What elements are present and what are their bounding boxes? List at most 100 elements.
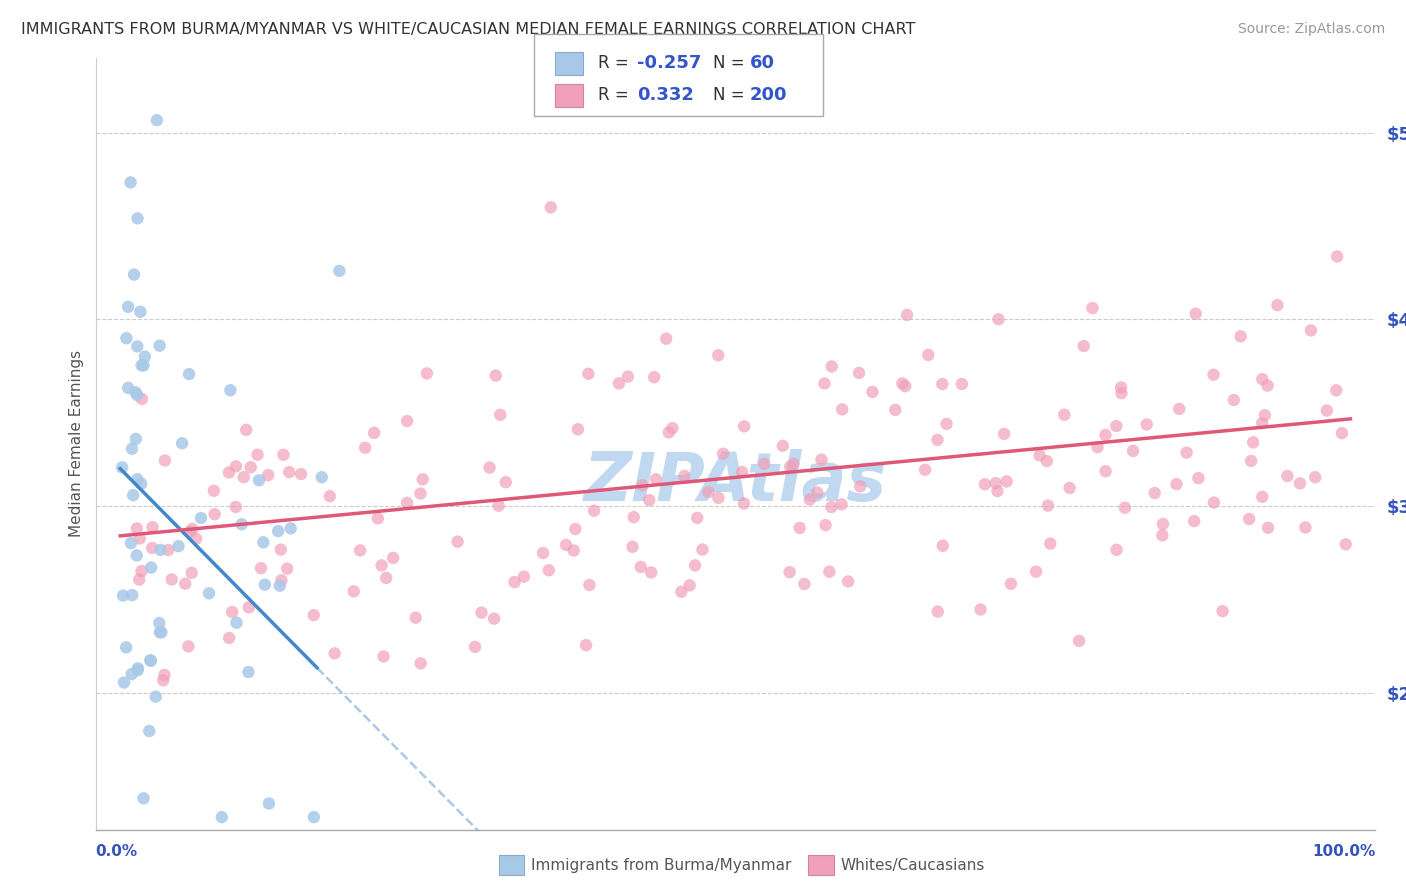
Point bbox=[152, 673, 174, 688]
Point bbox=[125, 432, 148, 446]
Point bbox=[820, 500, 842, 514]
Point bbox=[225, 500, 247, 514]
Text: Whites/Caucasians: Whites/Caucasians bbox=[841, 858, 986, 872]
Point bbox=[180, 566, 202, 580]
Text: IMMIGRANTS FROM BURMA/MYANMAR VS WHITE/CAUCASIAN MEDIAN FEMALE EARNINGS CORRELAT: IMMIGRANTS FROM BURMA/MYANMAR VS WHITE/C… bbox=[21, 22, 915, 37]
Point bbox=[891, 376, 914, 391]
Point bbox=[623, 510, 645, 524]
Point bbox=[125, 521, 148, 535]
Point bbox=[894, 379, 917, 393]
Point bbox=[319, 489, 342, 503]
Point bbox=[278, 465, 301, 479]
Point bbox=[446, 534, 468, 549]
Point bbox=[772, 439, 794, 453]
Point bbox=[987, 312, 1010, 326]
Point bbox=[655, 332, 678, 346]
Point bbox=[485, 368, 508, 383]
Point bbox=[733, 419, 755, 434]
Point bbox=[302, 608, 325, 623]
Point bbox=[225, 615, 247, 630]
Point bbox=[630, 560, 652, 574]
Point bbox=[131, 359, 153, 373]
Point bbox=[138, 724, 160, 739]
Point bbox=[927, 605, 949, 619]
Point bbox=[470, 606, 492, 620]
Point bbox=[1000, 576, 1022, 591]
Point bbox=[252, 535, 274, 549]
Point bbox=[225, 459, 247, 474]
Point bbox=[1087, 440, 1109, 454]
Point bbox=[489, 408, 512, 422]
Point bbox=[112, 675, 135, 690]
Point bbox=[382, 550, 405, 565]
Point bbox=[1025, 565, 1047, 579]
Text: 0.332: 0.332 bbox=[637, 87, 693, 104]
Text: 0.0%: 0.0% bbox=[96, 845, 138, 859]
Point bbox=[986, 483, 1008, 498]
Point bbox=[153, 668, 176, 682]
Point bbox=[950, 376, 973, 391]
Text: Source: ZipAtlas.com: Source: ZipAtlas.com bbox=[1237, 22, 1385, 37]
Point bbox=[1152, 528, 1174, 542]
Text: 100.0%: 100.0% bbox=[1312, 845, 1375, 859]
Text: 60: 60 bbox=[749, 54, 775, 72]
Point bbox=[1334, 537, 1357, 551]
Point bbox=[1094, 464, 1116, 478]
Point bbox=[311, 470, 333, 484]
Point bbox=[658, 425, 681, 440]
Point bbox=[141, 560, 163, 574]
Point bbox=[575, 638, 598, 652]
Point bbox=[733, 496, 755, 510]
Point bbox=[238, 600, 260, 615]
Point bbox=[1240, 454, 1263, 468]
Point bbox=[349, 543, 371, 558]
Point bbox=[932, 539, 955, 553]
Point bbox=[112, 589, 135, 603]
Point bbox=[280, 521, 302, 535]
Point bbox=[849, 479, 872, 493]
Point bbox=[139, 653, 162, 667]
Point bbox=[131, 392, 153, 406]
Point bbox=[1294, 520, 1316, 534]
Point bbox=[896, 308, 918, 322]
Point bbox=[810, 452, 832, 467]
Point bbox=[1326, 249, 1348, 263]
Point bbox=[396, 414, 419, 428]
Point bbox=[184, 532, 207, 546]
Point bbox=[1202, 495, 1225, 509]
Point bbox=[555, 538, 578, 552]
Point bbox=[412, 472, 434, 486]
Point bbox=[973, 477, 995, 491]
Point bbox=[134, 350, 156, 364]
Point bbox=[127, 472, 149, 486]
Point bbox=[1053, 408, 1076, 422]
Point bbox=[127, 211, 149, 226]
Point bbox=[1059, 481, 1081, 495]
Point bbox=[132, 359, 155, 373]
Point bbox=[120, 176, 142, 190]
Point bbox=[793, 577, 815, 591]
Point bbox=[692, 542, 714, 557]
Point bbox=[935, 417, 957, 431]
Point bbox=[1114, 500, 1136, 515]
Point bbox=[1036, 499, 1059, 513]
Point bbox=[396, 496, 419, 510]
Point bbox=[115, 331, 138, 345]
Point bbox=[621, 540, 644, 554]
Point bbox=[231, 517, 253, 532]
Point bbox=[1168, 401, 1191, 416]
Point bbox=[202, 483, 225, 498]
Point bbox=[1251, 416, 1274, 430]
Point bbox=[837, 574, 859, 589]
Point bbox=[818, 565, 841, 579]
Point bbox=[416, 367, 439, 381]
Point bbox=[121, 588, 143, 602]
Point bbox=[1028, 448, 1050, 462]
Point bbox=[177, 367, 200, 381]
Point bbox=[1299, 323, 1322, 337]
Point bbox=[1166, 477, 1188, 491]
Text: 200: 200 bbox=[749, 87, 787, 104]
Point bbox=[122, 268, 145, 282]
Point bbox=[190, 511, 212, 525]
Point bbox=[1267, 298, 1289, 312]
